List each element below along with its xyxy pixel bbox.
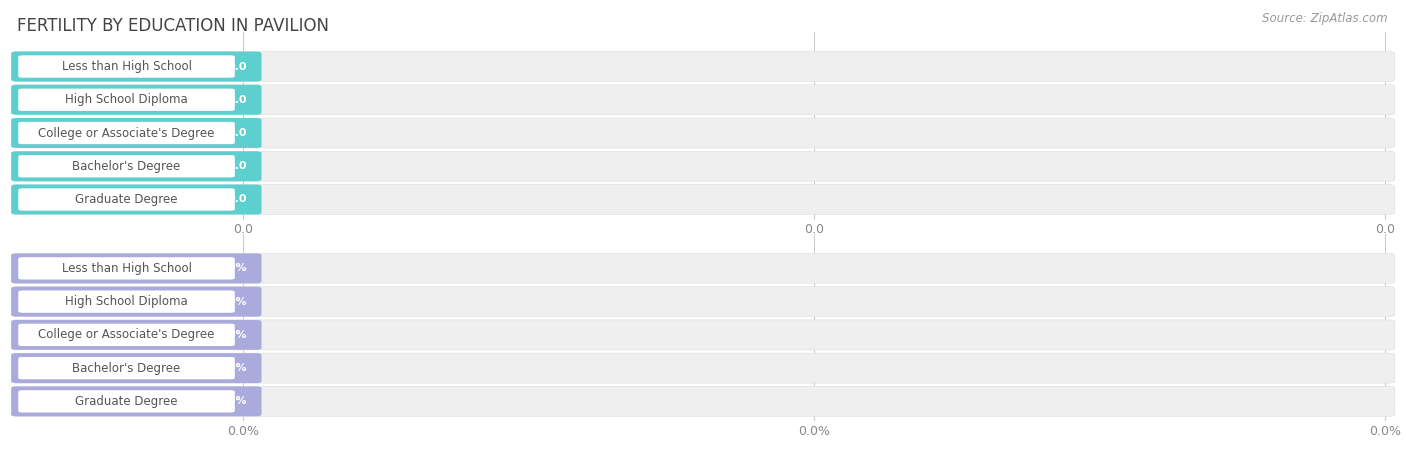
Text: 0.0: 0.0 <box>228 61 247 72</box>
FancyBboxPatch shape <box>11 254 262 283</box>
FancyBboxPatch shape <box>11 387 262 416</box>
Text: High School Diploma: High School Diploma <box>65 295 188 308</box>
FancyBboxPatch shape <box>11 353 262 383</box>
FancyBboxPatch shape <box>18 55 235 77</box>
Text: 0.0%: 0.0% <box>217 396 247 407</box>
Text: Less than High School: Less than High School <box>62 60 191 73</box>
FancyBboxPatch shape <box>11 52 262 82</box>
Text: College or Associate's Degree: College or Associate's Degree <box>38 126 215 140</box>
FancyBboxPatch shape <box>11 184 1395 215</box>
Text: 0.0: 0.0 <box>228 95 247 105</box>
Text: College or Associate's Degree: College or Associate's Degree <box>38 328 215 342</box>
FancyBboxPatch shape <box>18 324 235 346</box>
Text: 0.0%: 0.0% <box>217 263 247 274</box>
FancyBboxPatch shape <box>11 320 1395 350</box>
Text: 0.0: 0.0 <box>804 223 824 236</box>
FancyBboxPatch shape <box>11 353 1395 383</box>
Text: Bachelor's Degree: Bachelor's Degree <box>73 160 180 173</box>
FancyBboxPatch shape <box>11 152 1395 181</box>
Text: 0.0%: 0.0% <box>228 425 259 438</box>
FancyBboxPatch shape <box>18 188 235 210</box>
Text: 0.0%: 0.0% <box>217 363 247 373</box>
FancyBboxPatch shape <box>11 184 262 215</box>
FancyBboxPatch shape <box>11 118 1395 148</box>
Text: Graduate Degree: Graduate Degree <box>76 193 177 206</box>
Text: 0.0: 0.0 <box>228 161 247 171</box>
Text: 0.0: 0.0 <box>233 223 253 236</box>
FancyBboxPatch shape <box>11 387 1395 416</box>
Text: Graduate Degree: Graduate Degree <box>76 395 177 408</box>
FancyBboxPatch shape <box>18 357 235 379</box>
FancyBboxPatch shape <box>11 85 262 114</box>
Text: FERTILITY BY EDUCATION IN PAVILION: FERTILITY BY EDUCATION IN PAVILION <box>17 17 329 35</box>
FancyBboxPatch shape <box>11 287 1395 317</box>
FancyBboxPatch shape <box>11 320 262 350</box>
FancyBboxPatch shape <box>11 85 1395 114</box>
FancyBboxPatch shape <box>11 118 262 148</box>
Text: 0.0: 0.0 <box>1375 223 1395 236</box>
FancyBboxPatch shape <box>11 152 262 181</box>
FancyBboxPatch shape <box>18 390 235 412</box>
Text: 0.0%: 0.0% <box>217 296 247 307</box>
Text: 0.0: 0.0 <box>228 128 247 138</box>
FancyBboxPatch shape <box>18 88 235 111</box>
FancyBboxPatch shape <box>18 291 235 313</box>
FancyBboxPatch shape <box>18 155 235 177</box>
FancyBboxPatch shape <box>11 254 1395 283</box>
Text: 0.0%: 0.0% <box>799 425 830 438</box>
Text: 0.0: 0.0 <box>228 194 247 205</box>
FancyBboxPatch shape <box>11 287 262 317</box>
Text: 0.0%: 0.0% <box>1369 425 1400 438</box>
FancyBboxPatch shape <box>11 52 1395 82</box>
Text: High School Diploma: High School Diploma <box>65 93 188 106</box>
Text: Source: ZipAtlas.com: Source: ZipAtlas.com <box>1263 12 1388 25</box>
Text: 0.0%: 0.0% <box>217 330 247 340</box>
FancyBboxPatch shape <box>18 122 235 144</box>
FancyBboxPatch shape <box>18 257 235 279</box>
Text: Less than High School: Less than High School <box>62 262 191 275</box>
Text: Bachelor's Degree: Bachelor's Degree <box>73 361 180 375</box>
